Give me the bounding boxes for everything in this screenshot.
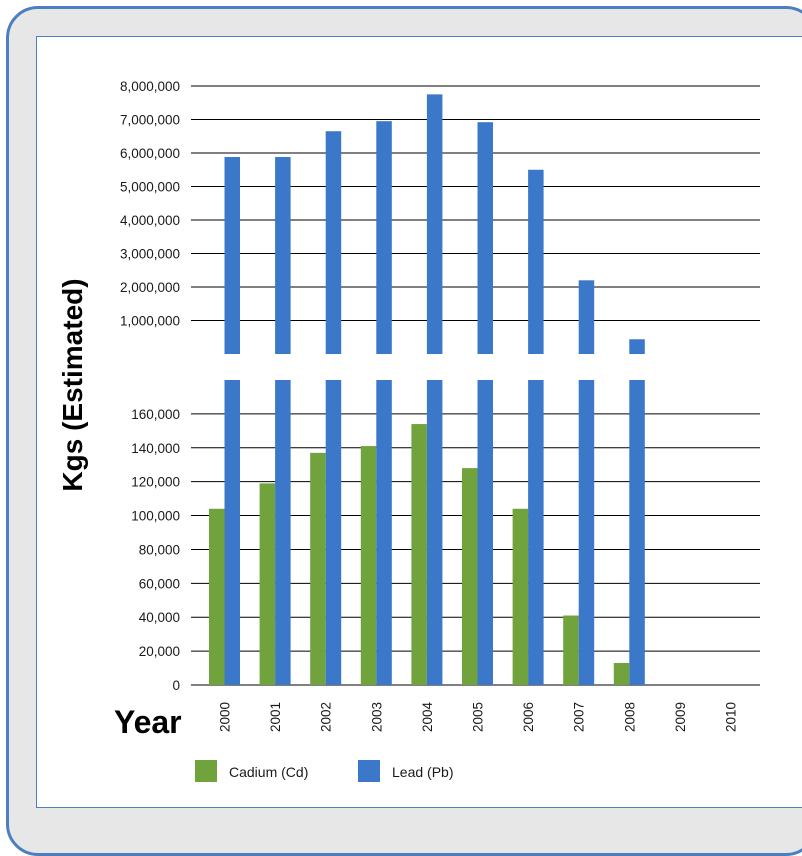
x-tick-label: 2003 [369,702,384,732]
x-tick-label: 2007 [572,702,587,732]
legend-swatch-lead [358,760,380,782]
bar-lead-upper-2002 [325,131,342,354]
x-tick-label: 2004 [420,702,435,733]
y-tick-label: 1,000,000 [120,314,180,329]
bar-lead-lower-2003 [376,380,392,685]
x-tick-label: 2000 [218,702,233,732]
y-tick-label: 140,000 [131,441,180,456]
bar-lead-upper-2000 [224,157,240,354]
y-tick-label: 120,000 [131,475,180,490]
bar-cadium-2002 [310,452,326,685]
y-tick-label: 60,000 [139,576,180,591]
y-tick-label: 100,000 [131,509,180,524]
y-tick-label: 160,000 [131,407,180,422]
x-tick-label: 2009 [673,702,688,732]
bar-cadium-2001 [259,483,276,685]
legend-label-lead: Lead (Pb) [392,764,453,780]
x-tick-label: 2001 [268,702,283,732]
bar-lead-lower-2001 [275,380,291,685]
y-tick-label: 80,000 [139,542,180,557]
y-tick-label: 7,000,000 [120,113,180,128]
bar-cadium-2004 [411,424,427,685]
x-tick-label: 2005 [471,702,486,732]
bar-lead-upper-2007 [578,280,595,354]
bar-lead-lower-2008 [629,380,645,685]
y-axis-title: Kgs (Estimated) [57,278,88,491]
bar-lead-upper-2005 [477,122,493,355]
bar-lead-lower-2004 [426,380,443,685]
legend-label-cadium: Cadium (Cd) [229,764,308,780]
bar-cadium-2003 [360,446,377,685]
x-tick-label: 2006 [521,702,536,732]
x-tick-labels: 2000 2001 2002 2003 2004 2005 2006 2007 2008 2009… [218,702,739,733]
bar-lead-lower-2002 [325,380,342,685]
bar-lead-upper-2004 [426,94,443,354]
y-tick-labels: 0 20,000 40,000 60,000 80,000 100,000 120,000 1… [120,79,180,693]
y-tick-label: 40,000 [139,610,180,625]
bar-lead-lower-2006 [528,380,544,685]
y-tick-label: 6,000,000 [120,146,180,161]
bar-cadium-2008 [613,662,630,685]
x-tick-label: 2008 [622,702,637,732]
y-tick-label: 8,000,000 [120,79,180,94]
bar-cadium-2000 [209,508,225,685]
y-tick-label: 0 [172,678,180,693]
x-tick-label: 2010 [724,702,739,732]
bar-lead-upper-2008 [629,339,645,354]
y-tick-label: 4,000,000 [120,213,180,228]
bars [209,94,645,685]
bar-lead-lower-2000 [224,380,240,685]
y-tick-label: 3,000,000 [120,247,180,262]
legend: Cadium (Cd) Lead (Pb) [195,760,453,782]
x-axis-title: Year [114,704,182,740]
y-tick-label: 5,000,000 [120,180,180,195]
bar-lead-lower-2007 [578,380,595,685]
bar-cadium-2007 [563,615,579,685]
bar-cadium-2005 [462,468,478,685]
y-tick-label: 2,000,000 [120,280,180,295]
x-tick-label: 2002 [319,702,334,732]
bar-lead-upper-2001 [275,157,291,354]
bar-lead-lower-2005 [477,380,493,685]
bar-lead-upper-2003 [376,121,392,354]
legend-swatch-cadium [195,760,217,782]
bar-cadium-2006 [512,508,529,685]
bar-lead-upper-2006 [528,169,544,354]
y-tick-label: 20,000 [139,644,180,659]
